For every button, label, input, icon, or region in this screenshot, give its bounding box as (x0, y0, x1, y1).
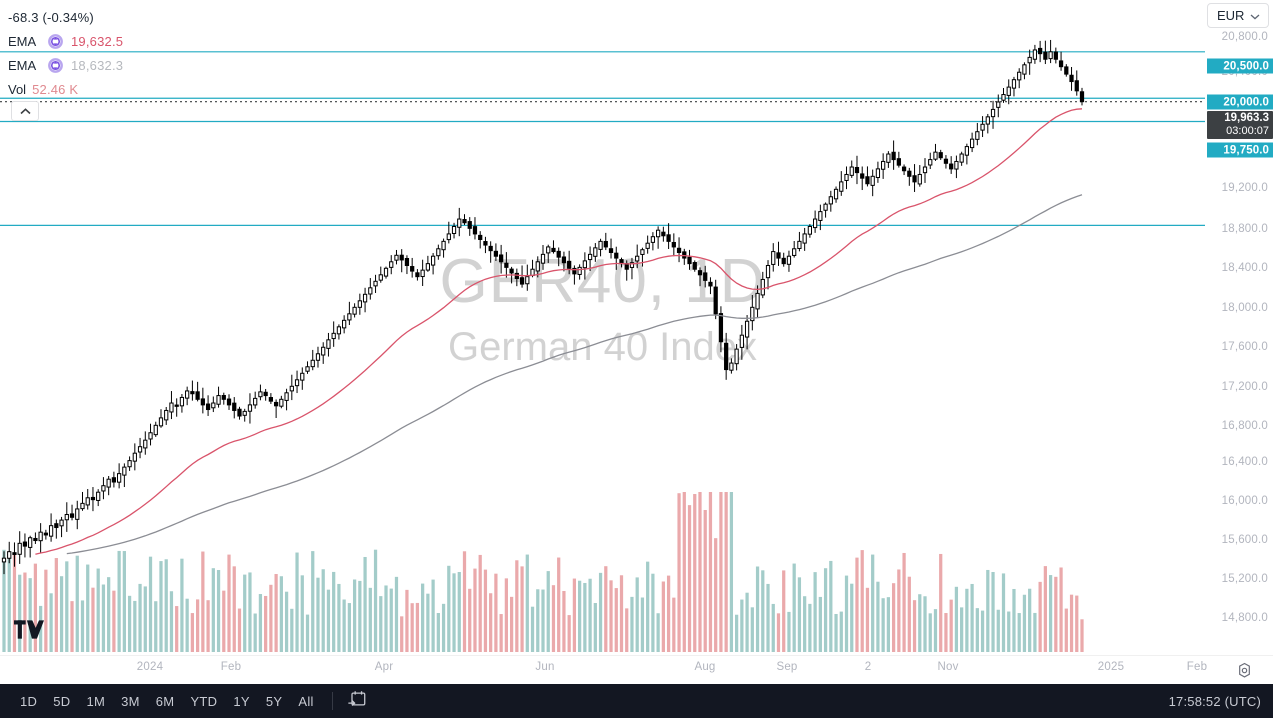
price-level-lines (0, 51, 1205, 226)
refresh-icon[interactable] (48, 33, 63, 49)
price-level-label[interactable]: 19,750.0 (1207, 142, 1273, 158)
price-tick: 14,800.0 (1221, 612, 1268, 624)
price-axis[interactable]: 20,800.020,400.019,200.018,800.018,400.0… (1205, 0, 1273, 655)
volume-bars (2, 492, 1084, 652)
price-tick: 20,800.0 (1221, 31, 1268, 43)
price-tick: 16,400.0 (1221, 456, 1268, 468)
timeframe-button-ytd[interactable]: YTD (190, 693, 218, 709)
legend-row-ema-slow[interactable]: EMA 18,632.3 (8, 53, 330, 77)
price-tick: 19,200.0 (1221, 182, 1268, 194)
legend-row-change: -68.3 (-0.34%) (8, 5, 330, 29)
time-tick: Jun (535, 661, 555, 673)
volume-value: 52.46 K (32, 81, 79, 97)
time-tick: 2 (864, 661, 872, 673)
time-tick: Feb (220, 661, 242, 673)
ema-fast-line (35, 108, 1083, 555)
price-tick: 16,800.0 (1221, 420, 1268, 432)
price-chart-svg (0, 39, 1205, 652)
ema-slow-value: 18,632.3 (71, 57, 124, 73)
time-tick: Aug (694, 661, 716, 673)
legend-row-ema-fast[interactable]: EMA 19,632.5 (8, 29, 330, 53)
time-axis[interactable]: 2024 Feb Apr Jun Aug Sep 2 Nov 2025 Feb (0, 655, 1273, 684)
price-tick: 16,000.0 (1221, 495, 1268, 507)
timeframe-button-3m[interactable]: 3M (121, 693, 140, 709)
timeframe-button-1d[interactable]: 1D (20, 693, 38, 709)
price-tick: 15,200.0 (1221, 573, 1268, 585)
last-price-badge[interactable]: 19,963.3 03:00:07 (1207, 111, 1273, 139)
time-tick: Sep (776, 661, 798, 673)
volume-label: Vol (8, 81, 27, 97)
price-tick: 18,000.0 (1221, 302, 1268, 314)
timeframe-button-1y[interactable]: 1Y (233, 693, 250, 709)
toolbar-divider (331, 692, 333, 710)
chevron-down-icon (1250, 8, 1260, 23)
bar-countdown: 03:00:07 (1226, 125, 1269, 137)
price-tick: 15,600.0 (1221, 534, 1268, 546)
bottom-toolbar[interactable]: 1D 5D 1M 3M 6M YTD 1Y 5Y All 17:58:52 (UTC) (0, 684, 1273, 718)
timeframe-button-6m[interactable]: 6M (155, 693, 175, 709)
last-price-value: 19,963.3 (1224, 112, 1269, 124)
refresh-icon[interactable] (48, 57, 63, 73)
chart-legend: -68.3 (-0.34%) EMA 19,632.5 EMA (0, 0, 330, 101)
collapse-legend-button[interactable] (11, 101, 39, 121)
price-tick: 18,800.0 (1221, 223, 1268, 235)
time-tick: Nov (937, 661, 959, 673)
date-range-button[interactable] (343, 687, 371, 716)
tradingview-logo[interactable] (14, 620, 44, 644)
chevron-up-icon (19, 102, 31, 120)
clock-display: 17:58:52 (UTC) (1168, 693, 1261, 709)
ema-fast-label: EMA (8, 33, 37, 49)
time-tick: Feb (1186, 661, 1208, 673)
timeframe-button-group[interactable]: 1D 5D 1M 3M 6M YTD 1Y 5Y All (12, 691, 322, 712)
price-level-label[interactable]: 20,000.0 (1207, 94, 1273, 110)
price-tick: 17,600.0 (1221, 341, 1268, 353)
timeframe-button-1m[interactable]: 1M (86, 693, 106, 709)
ema-slow-label: EMA (8, 57, 37, 73)
timeframe-button-all[interactable]: All (298, 693, 314, 709)
currency-selector[interactable]: EUR (1207, 3, 1269, 28)
price-tick: 18,400.0 (1221, 262, 1268, 274)
gear-icon[interactable] (1236, 662, 1253, 684)
timeframe-button-5d[interactable]: 5D (53, 693, 71, 709)
candlesticks (1, 39, 1085, 575)
price-change-value: -68.3 (-0.34%) (8, 9, 94, 25)
price-level-label[interactable]: 20,500.0 (1207, 58, 1273, 74)
ema-fast-value: 19,632.5 (71, 33, 124, 49)
price-tick: 17,200.0 (1221, 381, 1268, 393)
time-tick: 2024 (136, 661, 164, 673)
time-tick: Apr (374, 661, 394, 673)
timeframe-button-5y[interactable]: 5Y (265, 693, 283, 709)
date-range-icon (347, 689, 367, 714)
time-tick: 2025 (1097, 661, 1125, 673)
currency-value: EUR (1217, 8, 1245, 23)
legend-row-volume[interactable]: Vol 52.46 K (8, 77, 330, 101)
ema-slow-line (66, 194, 1083, 555)
